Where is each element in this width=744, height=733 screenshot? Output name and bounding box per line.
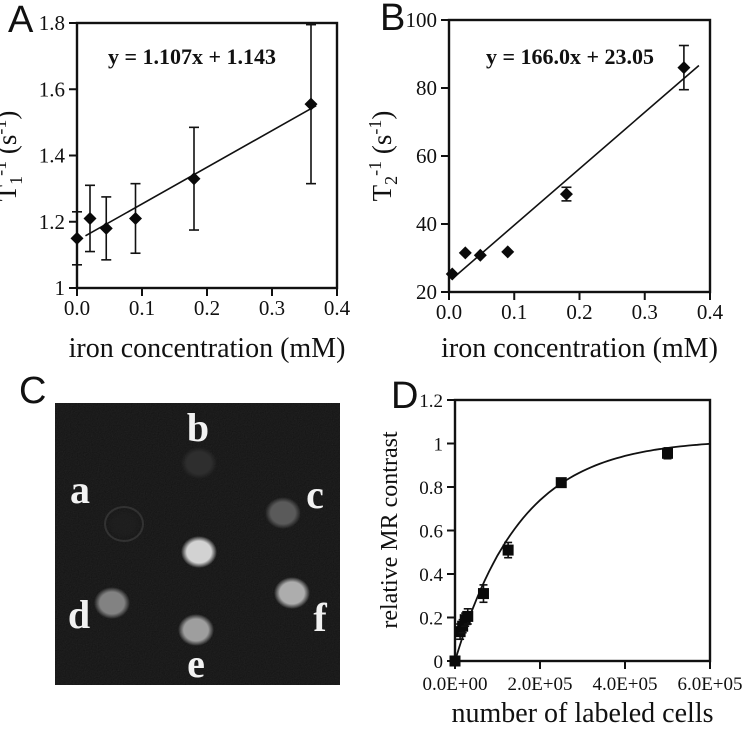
data-point [458, 246, 472, 260]
y-tick-label: 1.2 [39, 210, 65, 234]
mr-well-label-b: b [186, 405, 210, 450]
data-point [462, 610, 474, 622]
x-tick-label: 0.2 [566, 300, 592, 324]
y-tick-label: 0.4 [419, 565, 443, 586]
data-point [473, 248, 487, 262]
data-point [477, 588, 489, 600]
x-tick-label: 0.4 [697, 300, 724, 324]
data-point [445, 267, 459, 281]
plot-box [453, 398, 712, 663]
data-point [449, 655, 461, 667]
mr-well-label-f: f [313, 595, 327, 640]
y-axis-label: T1-1 (s-1) [0, 111, 26, 202]
data-point [501, 245, 515, 259]
y-tick-label: 60 [416, 144, 437, 168]
fit-equation-label: y = 166.0x + 23.05 [486, 44, 654, 69]
y-tick-label: 0.2 [419, 609, 443, 630]
data-point [83, 211, 97, 225]
y-tick-label: 1 [434, 435, 444, 456]
y-tick-label: 1.6 [39, 77, 65, 101]
mr-well-d [94, 587, 130, 619]
y-tick-label: 1.8 [39, 11, 65, 35]
data-point [559, 187, 573, 201]
chart-panel-a: 0.0 0.1 0.2 0.3 0.4 1 1.2 1.4 1.6 1.8 y = 1.107x +… [0, 11, 351, 364]
y-tick-label: 20 [416, 280, 437, 304]
x-tick-label: 0.0 [436, 300, 462, 324]
data-point [70, 231, 84, 245]
fit-curve [454, 442, 711, 662]
panel-letter-c: C [19, 370, 47, 412]
x-tick-label: 0.0 [64, 296, 90, 320]
y-tick-label: 0 [434, 652, 444, 673]
chart-panel-b: 0.0 0.1 0.2 0.3 0.4 20 40 60 80 100 y = 166.0x + 2… [365, 8, 724, 364]
data-point [187, 172, 201, 186]
y-tick-label: 80 [416, 76, 437, 100]
x-tick-label: 6.0E+05 [677, 674, 742, 695]
y-tick-label: 0.8 [419, 478, 443, 499]
y-axis-label: T2-1 (s-1) [365, 111, 401, 202]
mr-well-b [181, 447, 217, 479]
mr-phantom-image: b a c d f e [55, 403, 340, 685]
data-point [502, 544, 514, 556]
x-tick-label: 0.3 [259, 296, 285, 320]
x-tick-label: 0.3 [632, 300, 658, 324]
data-point [129, 211, 142, 225]
x-axis-label: number of labeled cells [451, 698, 713, 729]
y-tick-label: 1.2 [419, 391, 443, 412]
x-tick-label: 0.1 [501, 300, 527, 324]
y-tick-label: 40 [416, 212, 437, 236]
panel-letter-d: D [391, 375, 419, 417]
fit-equation-label: y = 1.107x + 1.143 [108, 44, 276, 69]
panel-letter-b: B [380, 0, 406, 39]
y-axis-label: relative MR contrast [377, 431, 403, 629]
x-tick-label: 0.4 [324, 296, 351, 320]
x-tick-label: 2.0E+05 [507, 674, 572, 695]
fit-line [451, 64, 700, 280]
chart-panel-d: 0.0E+00 2.0E+05 4.0E+05 6.0E+05 0 0.2 0.4 0.6 0.… [377, 391, 743, 729]
data-point [662, 447, 673, 459]
y-tick-label: 1 [55, 276, 66, 300]
x-axis-label: iron concentration (mM) [69, 333, 346, 364]
y-tick-label: 100 [406, 8, 438, 32]
x-axis-label: iron concentration (mM) [441, 333, 718, 364]
data-point [555, 477, 567, 489]
data-point [677, 61, 691, 75]
data-point [99, 221, 113, 235]
fit-line [85, 104, 317, 237]
mr-well-label-e: e [187, 641, 205, 685]
x-tick-label: 4.0E+05 [592, 674, 657, 695]
data-point [304, 97, 318, 111]
x-tick-label: 0.1 [129, 296, 155, 320]
mr-well-e [178, 614, 214, 646]
x-tick-label: 0.0E+00 [422, 674, 487, 695]
mr-well-center [181, 536, 217, 568]
mr-well-label-c: c [306, 472, 324, 517]
mr-well-label-a: a [70, 467, 90, 512]
y-tick-label: 0.6 [419, 522, 443, 543]
mr-well-a [104, 506, 144, 542]
mr-well-f [274, 577, 310, 609]
mr-well-label-d: d [67, 592, 91, 637]
panel-letter-a: A [8, 0, 34, 41]
y-tick-label: 1.4 [39, 144, 66, 168]
mr-well-c [265, 497, 301, 529]
x-tick-label: 0.2 [194, 296, 220, 320]
